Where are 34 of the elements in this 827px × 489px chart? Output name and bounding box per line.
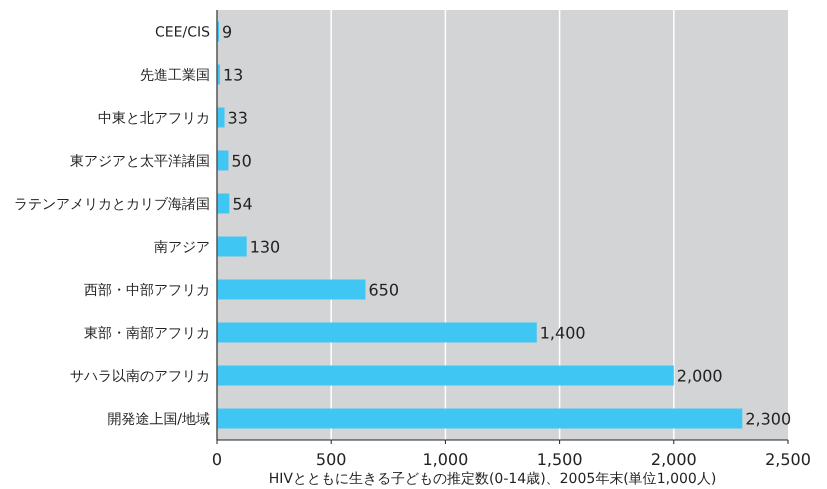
data-label: 33 bbox=[228, 108, 248, 128]
x-tick-label: 500 bbox=[316, 450, 346, 469]
data-label: 54 bbox=[232, 194, 253, 214]
bar bbox=[217, 366, 674, 386]
x-tick-label: 1,500 bbox=[536, 450, 583, 469]
y-tick-label: サハラ以南のアフリカ bbox=[70, 368, 210, 384]
bar bbox=[217, 194, 230, 214]
data-label: 13 bbox=[222, 66, 244, 84]
bar bbox=[217, 280, 366, 300]
x-tick-label: 2,000 bbox=[650, 450, 697, 469]
y-tick-label: 西部・中部アフリカ bbox=[84, 282, 210, 298]
bar bbox=[217, 322, 537, 342]
y-tick-label: ラテンアメリカとカリブ海諸国 bbox=[14, 196, 210, 212]
y-tick-label: 先進工業国 bbox=[140, 68, 210, 84]
bar bbox=[217, 408, 742, 428]
data-label: 130 bbox=[250, 238, 280, 256]
data-label: 2,300 bbox=[745, 410, 792, 428]
data-label: 9 bbox=[222, 22, 232, 42]
data-label: 2,000 bbox=[676, 366, 723, 386]
y-tick-label: 開発途上国/地域 bbox=[107, 412, 210, 428]
data-label: 650 bbox=[368, 280, 400, 300]
x-axis-title: HIVとともに生きる子どもの推定数(0-14歳)、2005年末(単位1,000人) bbox=[268, 471, 716, 487]
y-tick-label: 東アジアと太平洋諸国 bbox=[70, 154, 210, 170]
x-tick-label: 1,000 bbox=[422, 450, 468, 469]
x-tick-label: 2,500 bbox=[765, 450, 811, 469]
bar bbox=[217, 236, 247, 256]
data-label: 50 bbox=[231, 152, 252, 170]
x-tick-label: 0 bbox=[212, 450, 222, 469]
bar bbox=[217, 150, 228, 170]
y-tick-label: 東部・南部アフリカ bbox=[84, 326, 210, 342]
y-tick-label: 南アジア bbox=[154, 240, 210, 256]
data-label: 1,400 bbox=[540, 324, 586, 342]
y-tick-label: CEE/CIS bbox=[155, 24, 210, 40]
y-tick-label: 中東と北アフリカ bbox=[98, 110, 210, 126]
